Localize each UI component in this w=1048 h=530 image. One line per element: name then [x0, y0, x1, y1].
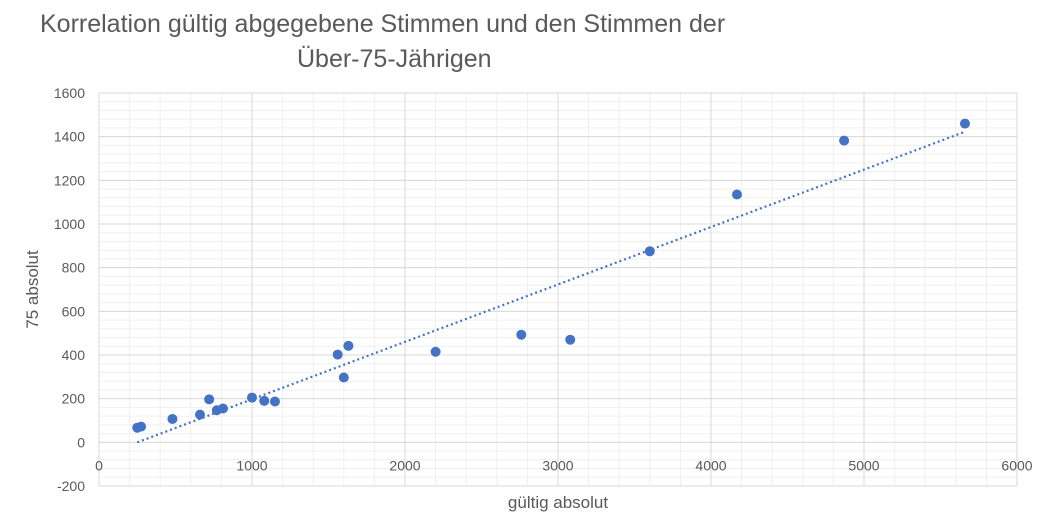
y-tick-label: 400 — [62, 347, 86, 363]
y-tick-label: 1400 — [54, 129, 85, 145]
y-axis-ticks: -200 0 200 400 600 800 1000 1200 1400 1600 — [54, 85, 85, 494]
y-tick-label: 600 — [62, 303, 86, 319]
data-point — [167, 413, 178, 424]
x-tick-label: 2000 — [389, 457, 420, 473]
x-tick-label: 5000 — [848, 457, 879, 473]
data-point — [516, 329, 527, 340]
data-point — [136, 421, 147, 432]
x-tick-label: 4000 — [695, 457, 726, 473]
data-point — [332, 349, 343, 360]
y-axis-title: 75 absolut — [23, 250, 42, 329]
trendline — [136, 131, 964, 444]
y-tick-label: 0 — [77, 434, 85, 450]
data-point — [565, 334, 576, 345]
data-point — [217, 403, 228, 414]
x-tick-label: 1000 — [236, 457, 267, 473]
chart-title-line-1: Korrelation gültig abgegebene Stimmen un… — [40, 10, 726, 38]
data-point — [259, 395, 270, 406]
data-point — [269, 396, 280, 407]
data-point — [204, 394, 215, 405]
y-tick-label: 200 — [62, 391, 86, 407]
y-tick-label: 1200 — [54, 172, 85, 188]
y-tick-label: -200 — [57, 478, 85, 494]
x-tick-label: 6000 — [1001, 457, 1032, 473]
data-point — [338, 372, 349, 383]
y-tick-label: 800 — [62, 260, 86, 276]
data-point — [644, 246, 655, 257]
data-point — [959, 118, 970, 129]
data-point — [194, 409, 205, 420]
data-points — [132, 118, 970, 433]
data-point — [732, 189, 743, 200]
data-point — [839, 135, 850, 146]
major-gridlines — [98, 92, 1018, 487]
x-axis-title: gültig absolut — [508, 493, 608, 512]
data-point — [343, 340, 354, 351]
y-tick-label: 1000 — [54, 216, 85, 232]
y-tick-label: 1600 — [54, 85, 85, 101]
x-axis-ticks: 0 1000 2000 3000 4000 5000 6000 — [95, 457, 1033, 473]
x-tick-label: 3000 — [542, 457, 573, 473]
data-point — [247, 392, 257, 403]
data-point — [430, 346, 441, 357]
chart-title-line-2: Über-75-Jährigen — [297, 45, 492, 73]
x-tick-label: 0 — [95, 457, 103, 473]
